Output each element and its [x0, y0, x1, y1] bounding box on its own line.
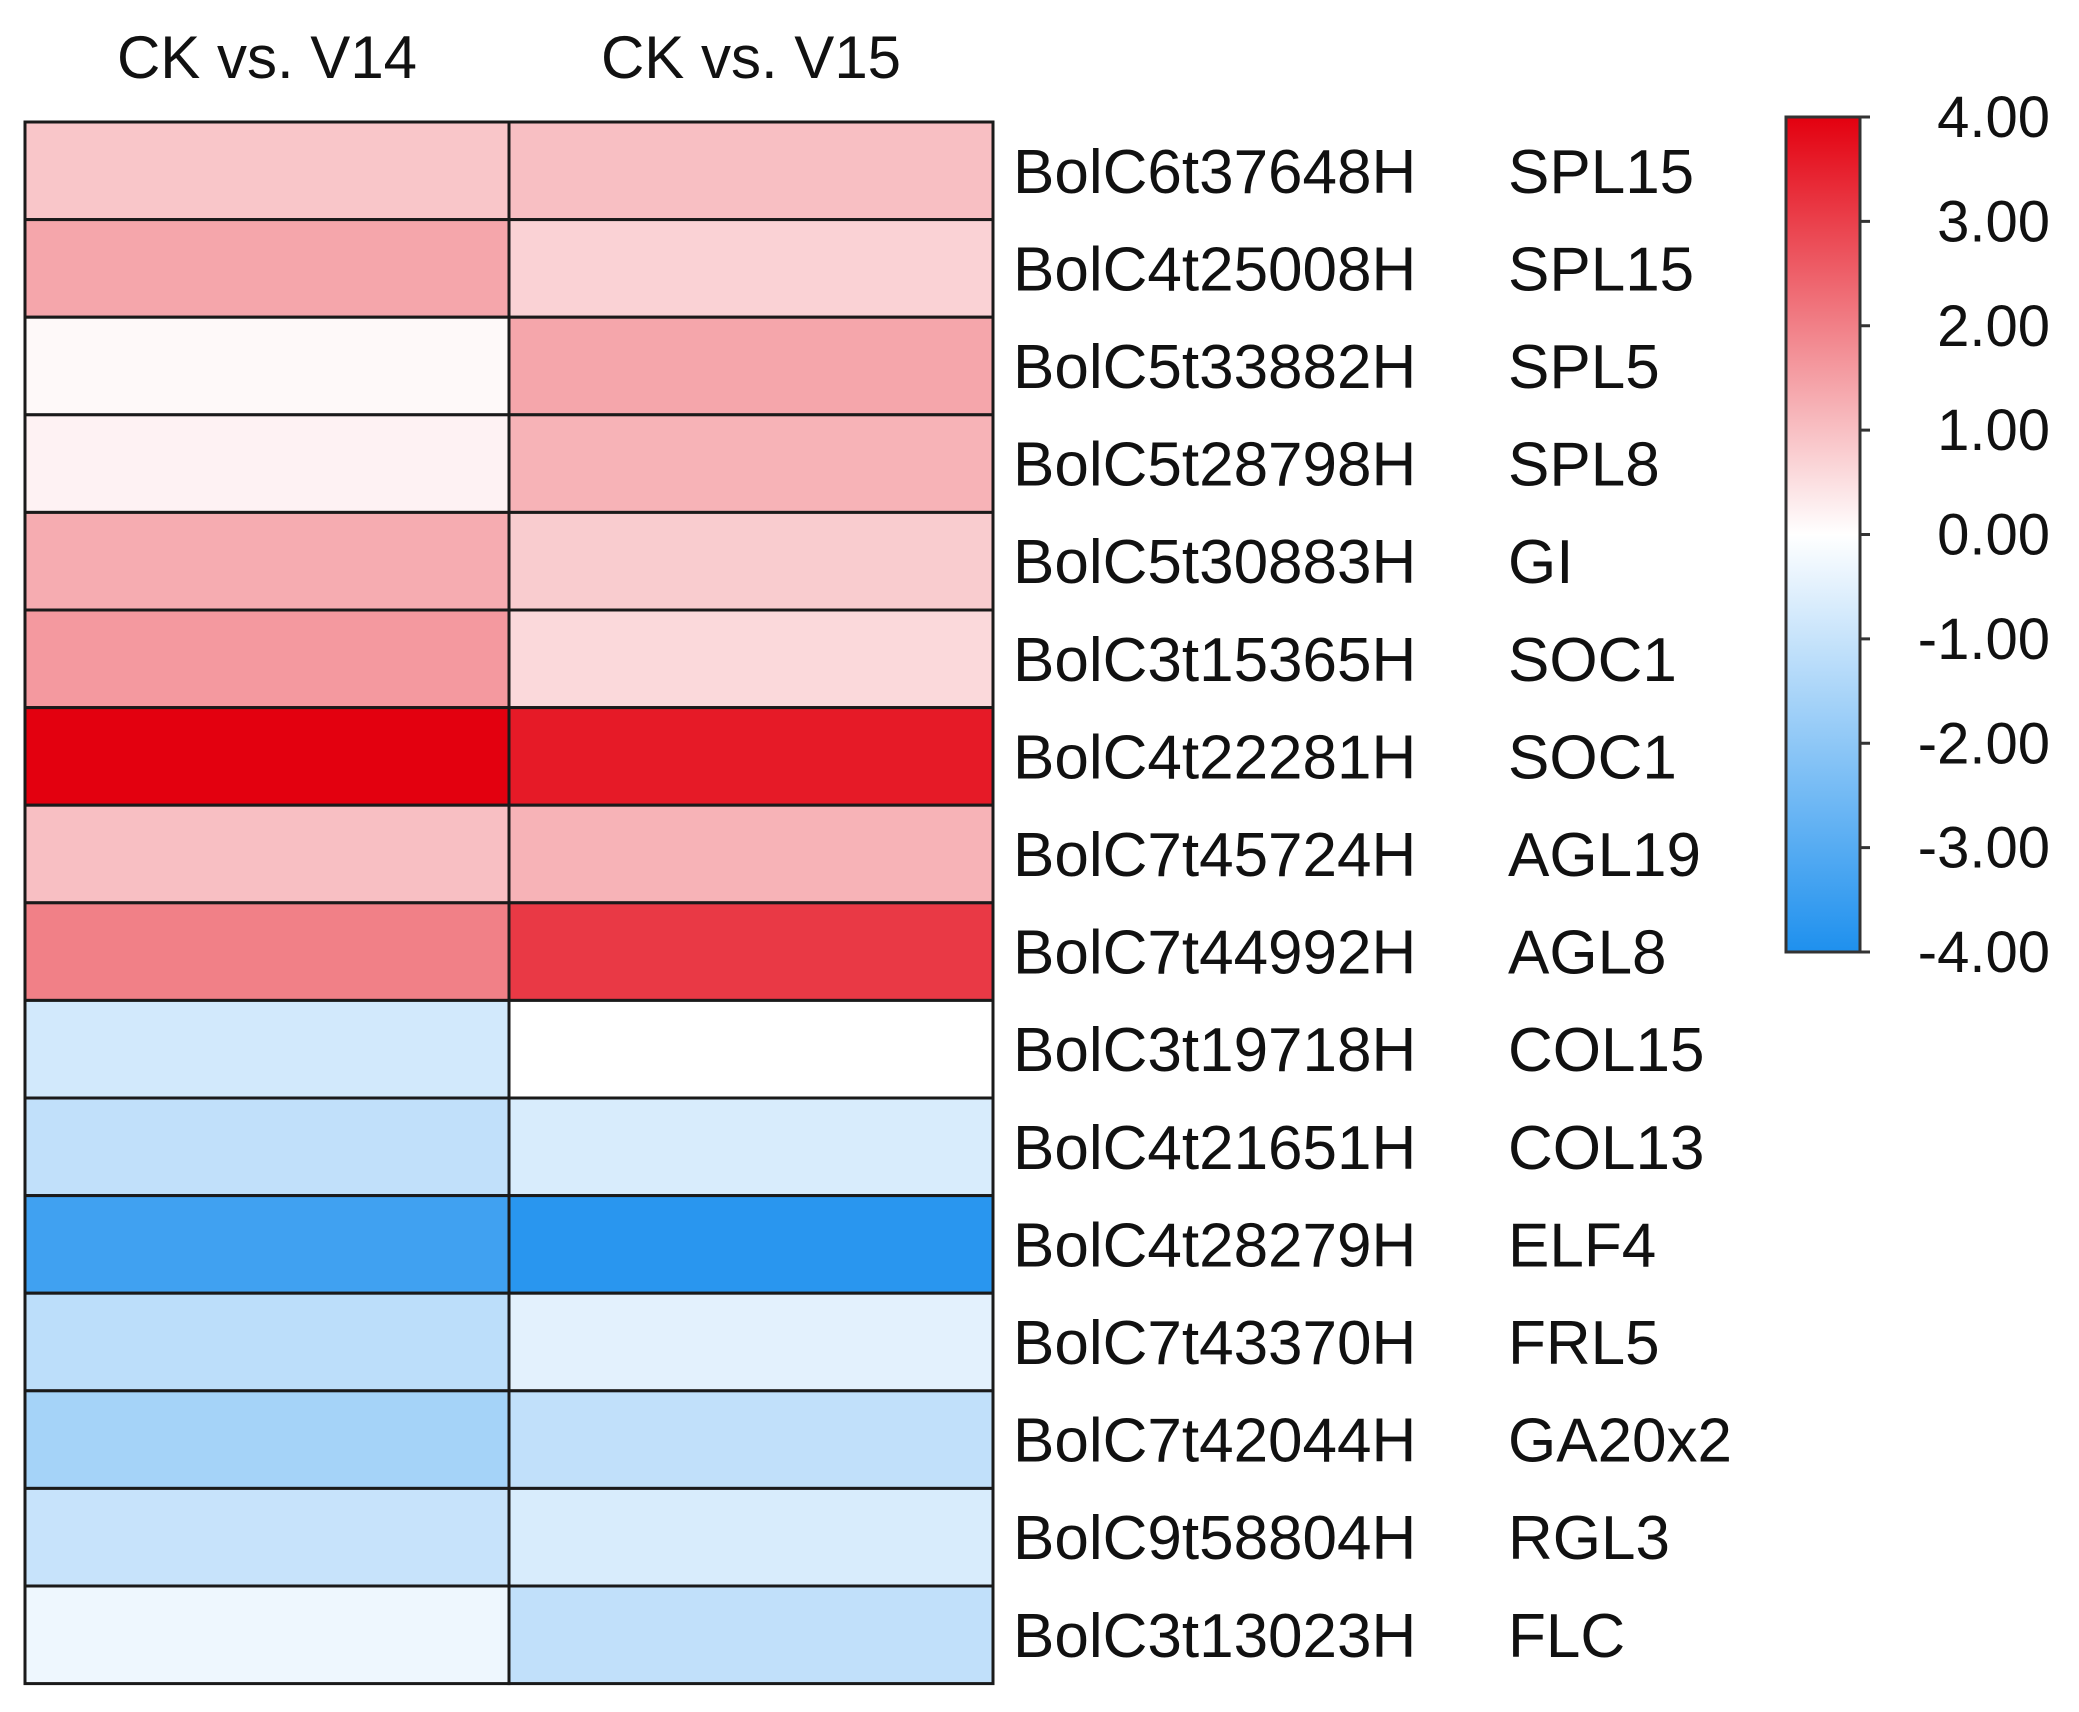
row-gene-id-label: BolC3t13023H	[1013, 1602, 1416, 1671]
color-legend: 4.00 3.00 2.00 1.00 0.00 -1.00 -2.00 -3.00 -4.00	[1784, 85, 2050, 985]
row-gene-id-label: BolC4t21651H	[1013, 1114, 1416, 1183]
row-gene-name-label: FRL5	[1508, 1309, 1660, 1378]
row-gene-name-label: GI	[1508, 528, 1573, 597]
heatmap-cell	[507, 901, 995, 1002]
legend-tick-label: 1.00	[1937, 398, 2050, 463]
row-gene-name-label: ELF4	[1508, 1211, 1656, 1280]
heatmap-cell	[507, 315, 995, 417]
row-gene-name-label: RGL3	[1508, 1504, 1670, 1573]
row-gene-id-label: BolC3t15365H	[1013, 626, 1416, 695]
row-gene-id-label: BolC7t42044H	[1013, 1407, 1416, 1476]
heatmap-cell	[23, 120, 511, 222]
heatmap-cells	[23, 120, 995, 1686]
heatmap-cell	[23, 510, 511, 612]
legend-tick-label: -4.00	[1918, 920, 2050, 985]
row-gene-name-label: SOC1	[1508, 723, 1677, 792]
row-gene-id-label: BolC5t33882H	[1013, 333, 1416, 402]
row-gene-id-label: BolC4t25008H	[1013, 235, 1416, 304]
heatmap-cell	[23, 1096, 511, 1198]
heatmap-cell	[23, 608, 511, 710]
heatmap-cell	[23, 1194, 511, 1295]
heatmap-cell	[507, 608, 995, 710]
column-label: CK vs. V14	[117, 24, 417, 91]
row-gene-id-label: BolC7t44992H	[1013, 919, 1416, 988]
heatmap-cell	[507, 1486, 995, 1588]
row-gene-name-label: FLC	[1508, 1602, 1625, 1671]
heatmap-cell	[23, 1486, 511, 1588]
heatmap-cell	[507, 120, 995, 222]
color-legend-bar	[1784, 115, 1862, 954]
heatmap-cell	[507, 1096, 995, 1198]
heatmap-cell	[23, 1389, 511, 1490]
heatmap-cell	[507, 803, 995, 905]
legend-tick-label: 3.00	[1937, 189, 2050, 254]
row-gene-id-label: BolC5t30883H	[1013, 528, 1416, 597]
row-labels: BolC6t37648H SPL15 BolC4t25008H SPL15 BolC5t…	[1013, 138, 1732, 1671]
heatmap-cell	[23, 413, 511, 514]
column-labels: CK vs. V14 CK vs. V15	[117, 24, 901, 91]
heatmap-cell	[23, 218, 511, 319]
heatmap-cell	[507, 1291, 995, 1393]
row-gene-id-label: BolC3t19718H	[1013, 1016, 1416, 1085]
row-gene-name-label: AGL8	[1508, 919, 1667, 988]
row-gene-name-label: COL15	[1508, 1016, 1704, 1085]
row-gene-name-label: AGL19	[1508, 821, 1701, 890]
heatmap-cell	[507, 218, 995, 319]
legend-tick-label: 2.00	[1937, 294, 2050, 359]
row-gene-name-label: SPL8	[1508, 431, 1660, 500]
row-gene-id-label: BolC5t28798H	[1013, 431, 1416, 500]
legend-tick-label: -3.00	[1918, 816, 2050, 881]
heatmap-cell	[23, 1291, 511, 1393]
row-gene-name-label: COL13	[1508, 1114, 1704, 1183]
row-gene-id-label: BolC6t37648H	[1013, 138, 1416, 207]
legend-tick-label: 4.00	[1937, 85, 2050, 150]
heatmap-cell	[23, 803, 511, 905]
row-gene-name-label: SPL5	[1508, 333, 1660, 402]
heatmap-cell	[507, 998, 995, 1100]
row-gene-id-label: BolC4t22281H	[1013, 723, 1416, 792]
heatmap-cell	[507, 1194, 995, 1295]
row-gene-name-label: GA20x2	[1508, 1407, 1732, 1476]
heatmap-cell	[507, 1584, 995, 1686]
heatmap-cell	[507, 1389, 995, 1490]
heatmap-cell	[507, 413, 995, 514]
heatmap-cell	[23, 706, 511, 807]
heatmap-cell	[23, 315, 511, 417]
row-gene-id-label: BolC7t45724H	[1013, 821, 1416, 890]
legend-tick-label: 0.00	[1937, 503, 2050, 568]
row-gene-name-label: SOC1	[1508, 626, 1677, 695]
heatmap-cell	[23, 998, 511, 1100]
column-label: CK vs. V15	[601, 24, 901, 91]
row-gene-name-label: SPL15	[1508, 138, 1694, 207]
row-gene-id-label: BolC4t28279H	[1013, 1211, 1416, 1280]
heatmap-cell	[507, 510, 995, 612]
heatmap-cell	[23, 901, 511, 1002]
row-gene-id-label: BolC7t43370H	[1013, 1309, 1416, 1378]
legend-tick-label: -1.00	[1918, 607, 2050, 672]
row-gene-id-label: BolC9t58804H	[1013, 1504, 1416, 1573]
row-gene-name-label: SPL15	[1508, 235, 1694, 304]
heatmap-cell	[507, 706, 995, 807]
legend-tick-label: -2.00	[1918, 711, 2050, 776]
heatmap-cell	[23, 1584, 511, 1686]
